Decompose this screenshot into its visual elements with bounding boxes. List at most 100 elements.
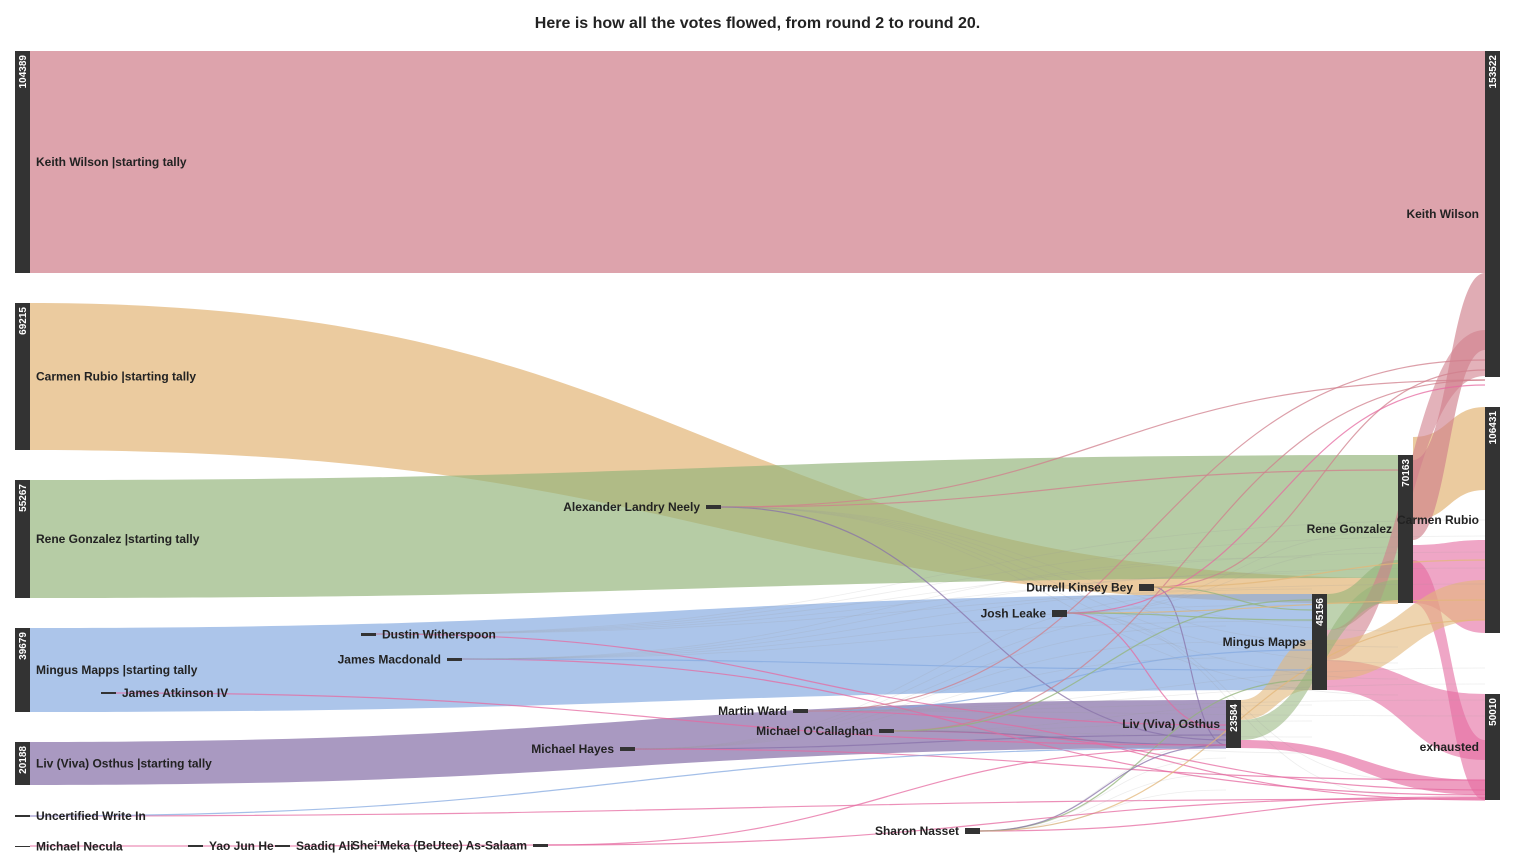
node-label-keith-wilson-starting-tally: Keith Wilson |starting tally	[36, 155, 187, 169]
node-label-james-atkinson-iv: James Atkinson IV	[122, 686, 228, 700]
flow-thread-4	[1153, 586, 1227, 746]
flow-web-11	[720, 506, 1399, 648]
flow-web-23	[1066, 530, 1399, 614]
flow-web-27	[720, 506, 1399, 680]
node-label-durrell-kinsey-bey: Durrell Kinsey Bey	[1026, 581, 1133, 595]
node-label-liv-viva-osthus: Liv (Viva) Osthus	[1122, 717, 1220, 731]
node-michael-o-callaghan[interactable]	[879, 729, 894, 733]
node-label-rene-gonzalez-starting-tally: Rene Gonzalez |starting tally	[36, 532, 200, 546]
flow-thread-2	[720, 506, 1227, 741]
node-uncertified-write-in[interactable]	[15, 815, 30, 817]
flow-web-33	[461, 620, 1313, 660]
node-label-james-macdonald: James Macdonald	[338, 653, 441, 667]
flow-web-1	[461, 556, 1313, 660]
flow-carmen-to-rene-region	[30, 303, 1398, 604]
node-label-michael-necula: Michael Necula	[36, 840, 123, 854]
node-label-mingus-mapps: Mingus Mapps	[1223, 635, 1307, 649]
flow-thread-1	[720, 469, 1399, 508]
node-label-keith-wilson: Keith Wilson	[1406, 207, 1479, 221]
flow-thread-5	[1153, 586, 1313, 611]
node-rene-gonzalez[interactable]	[1398, 455, 1413, 603]
node-value-keith-wilson: 153522	[1488, 55, 1499, 89]
node-keith-wilson[interactable]	[1485, 51, 1500, 377]
flow-liv-to-mingus	[1241, 640, 1312, 720]
flow-web-18	[634, 625, 1227, 750]
node-label-saadiq-ali: Saadiq Ali	[296, 839, 354, 853]
node-martin-ward[interactable]	[793, 709, 808, 713]
flow-web-3	[720, 506, 1399, 632]
flow-web-31	[1066, 546, 1399, 614]
node-label-uncertified-write-in: Uncertified Write In	[36, 809, 146, 823]
flow-web-10	[634, 609, 1227, 750]
node-mingus-mapps[interactable]	[1312, 594, 1327, 690]
node-michael-hayes[interactable]	[620, 747, 635, 751]
flow-thread-14	[893, 379, 1486, 732]
node-sharon-nasset[interactable]	[965, 828, 980, 834]
flow-web-12	[807, 683, 1486, 712]
node-saadiq-ali[interactable]	[275, 845, 290, 847]
node-alexander-landry-neely[interactable]	[706, 505, 721, 509]
node-josh-leake[interactable]	[1052, 610, 1067, 617]
flow-web-20	[807, 699, 1486, 712]
flow-web-22	[979, 773, 1227, 832]
node-james-atkinson-iv[interactable]	[101, 692, 116, 694]
node-yao-jun-he[interactable]	[188, 845, 203, 847]
flow-web-29	[893, 730, 1313, 754]
node-liv-viva-osthus[interactable]	[1226, 700, 1241, 748]
node-label-martin-ward: Martin Ward	[718, 704, 787, 718]
node-rene-gonzalez-starting-tally[interactable]	[15, 480, 30, 598]
node-mingus-mapps-starting-tally[interactable]	[15, 628, 30, 712]
flow-web-8	[375, 535, 1486, 635]
node-label-yao-jun-he: Yao Jun He	[209, 839, 274, 853]
flow-web-19	[720, 506, 1399, 664]
flow-thread-9	[1066, 384, 1486, 614]
flow-thread-20	[979, 679, 1313, 832]
node-keith-wilson-starting-tally[interactable]	[15, 51, 30, 273]
flow-mingus-mapps	[30, 594, 1312, 712]
flow-thread-28	[29, 798, 1486, 817]
node-value-mingus-mapps: 45156	[1315, 598, 1326, 626]
node-james-macdonald[interactable]	[447, 658, 462, 661]
node-value-carmen-rubio-starting-tally: 69215	[18, 307, 29, 335]
flow-web-0	[375, 519, 1486, 635]
node-carmen-rubio[interactable]	[1485, 407, 1500, 633]
flow-web-34	[634, 657, 1227, 750]
flow-web-9	[461, 572, 1313, 660]
node-value-liv-viva-osthus: 23584	[1229, 704, 1240, 732]
flow-keith-wilson	[30, 51, 1485, 273]
node-liv-viva-osthus-starting-tally[interactable]	[15, 742, 30, 785]
node-value-liv-viva-osthus-starting-tally: 20188	[18, 746, 29, 774]
node-label-carmen-rubio: Carmen Rubio	[1397, 513, 1479, 527]
flow-thread-15	[634, 734, 1227, 750]
node-label-michael-hayes: Michael Hayes	[531, 742, 614, 756]
node-dustin-witherspoon[interactable]	[361, 633, 376, 636]
flow-liv-to-exhausted	[1241, 740, 1485, 795]
flow-thread-16	[634, 748, 1486, 781]
node-value-rene-gonzalez-starting-tally: 55267	[18, 484, 29, 512]
node-label-liv-viva-osthus-starting-tally: Liv (Viva) Osthus |starting tally	[36, 757, 212, 771]
flow-web-35	[720, 506, 1399, 696]
flow-thread-22	[979, 797, 1486, 832]
node-label-josh-leake: Josh Leake	[981, 607, 1047, 621]
flow-links	[29, 51, 1486, 847]
flow-web-4	[807, 667, 1486, 712]
flow-web-7	[1066, 612, 1399, 780]
flow-web-25	[461, 604, 1313, 660]
node-value-exhausted: 50010	[1488, 698, 1499, 726]
node-exhausted[interactable]	[1485, 694, 1500, 800]
node-value-keith-wilson-starting-tally: 104389	[18, 55, 29, 89]
flow-web-16	[375, 551, 1486, 635]
node-shei-meka-beutee-as-salaam[interactable]	[533, 844, 548, 847]
node-carmen-rubio-starting-tally[interactable]	[15, 303, 30, 450]
flow-thread-0	[720, 379, 1486, 508]
node-durrell-kinsey-bey[interactable]	[1139, 584, 1154, 591]
flow-mingus-to-carmen	[1327, 580, 1485, 680]
flow-thread-34	[893, 599, 1313, 732]
node-label-alexander-landry-neely: Alexander Landry Neely	[563, 500, 700, 514]
flow-web-28	[807, 710, 1486, 717]
node-value-rene-gonzalez: 70163	[1401, 459, 1412, 487]
flow-thread-26	[289, 844, 549, 847]
node-value-carmen-rubio: 106431	[1488, 411, 1499, 445]
flow-web-14	[979, 757, 1227, 832]
node-michael-necula[interactable]	[15, 846, 30, 847]
